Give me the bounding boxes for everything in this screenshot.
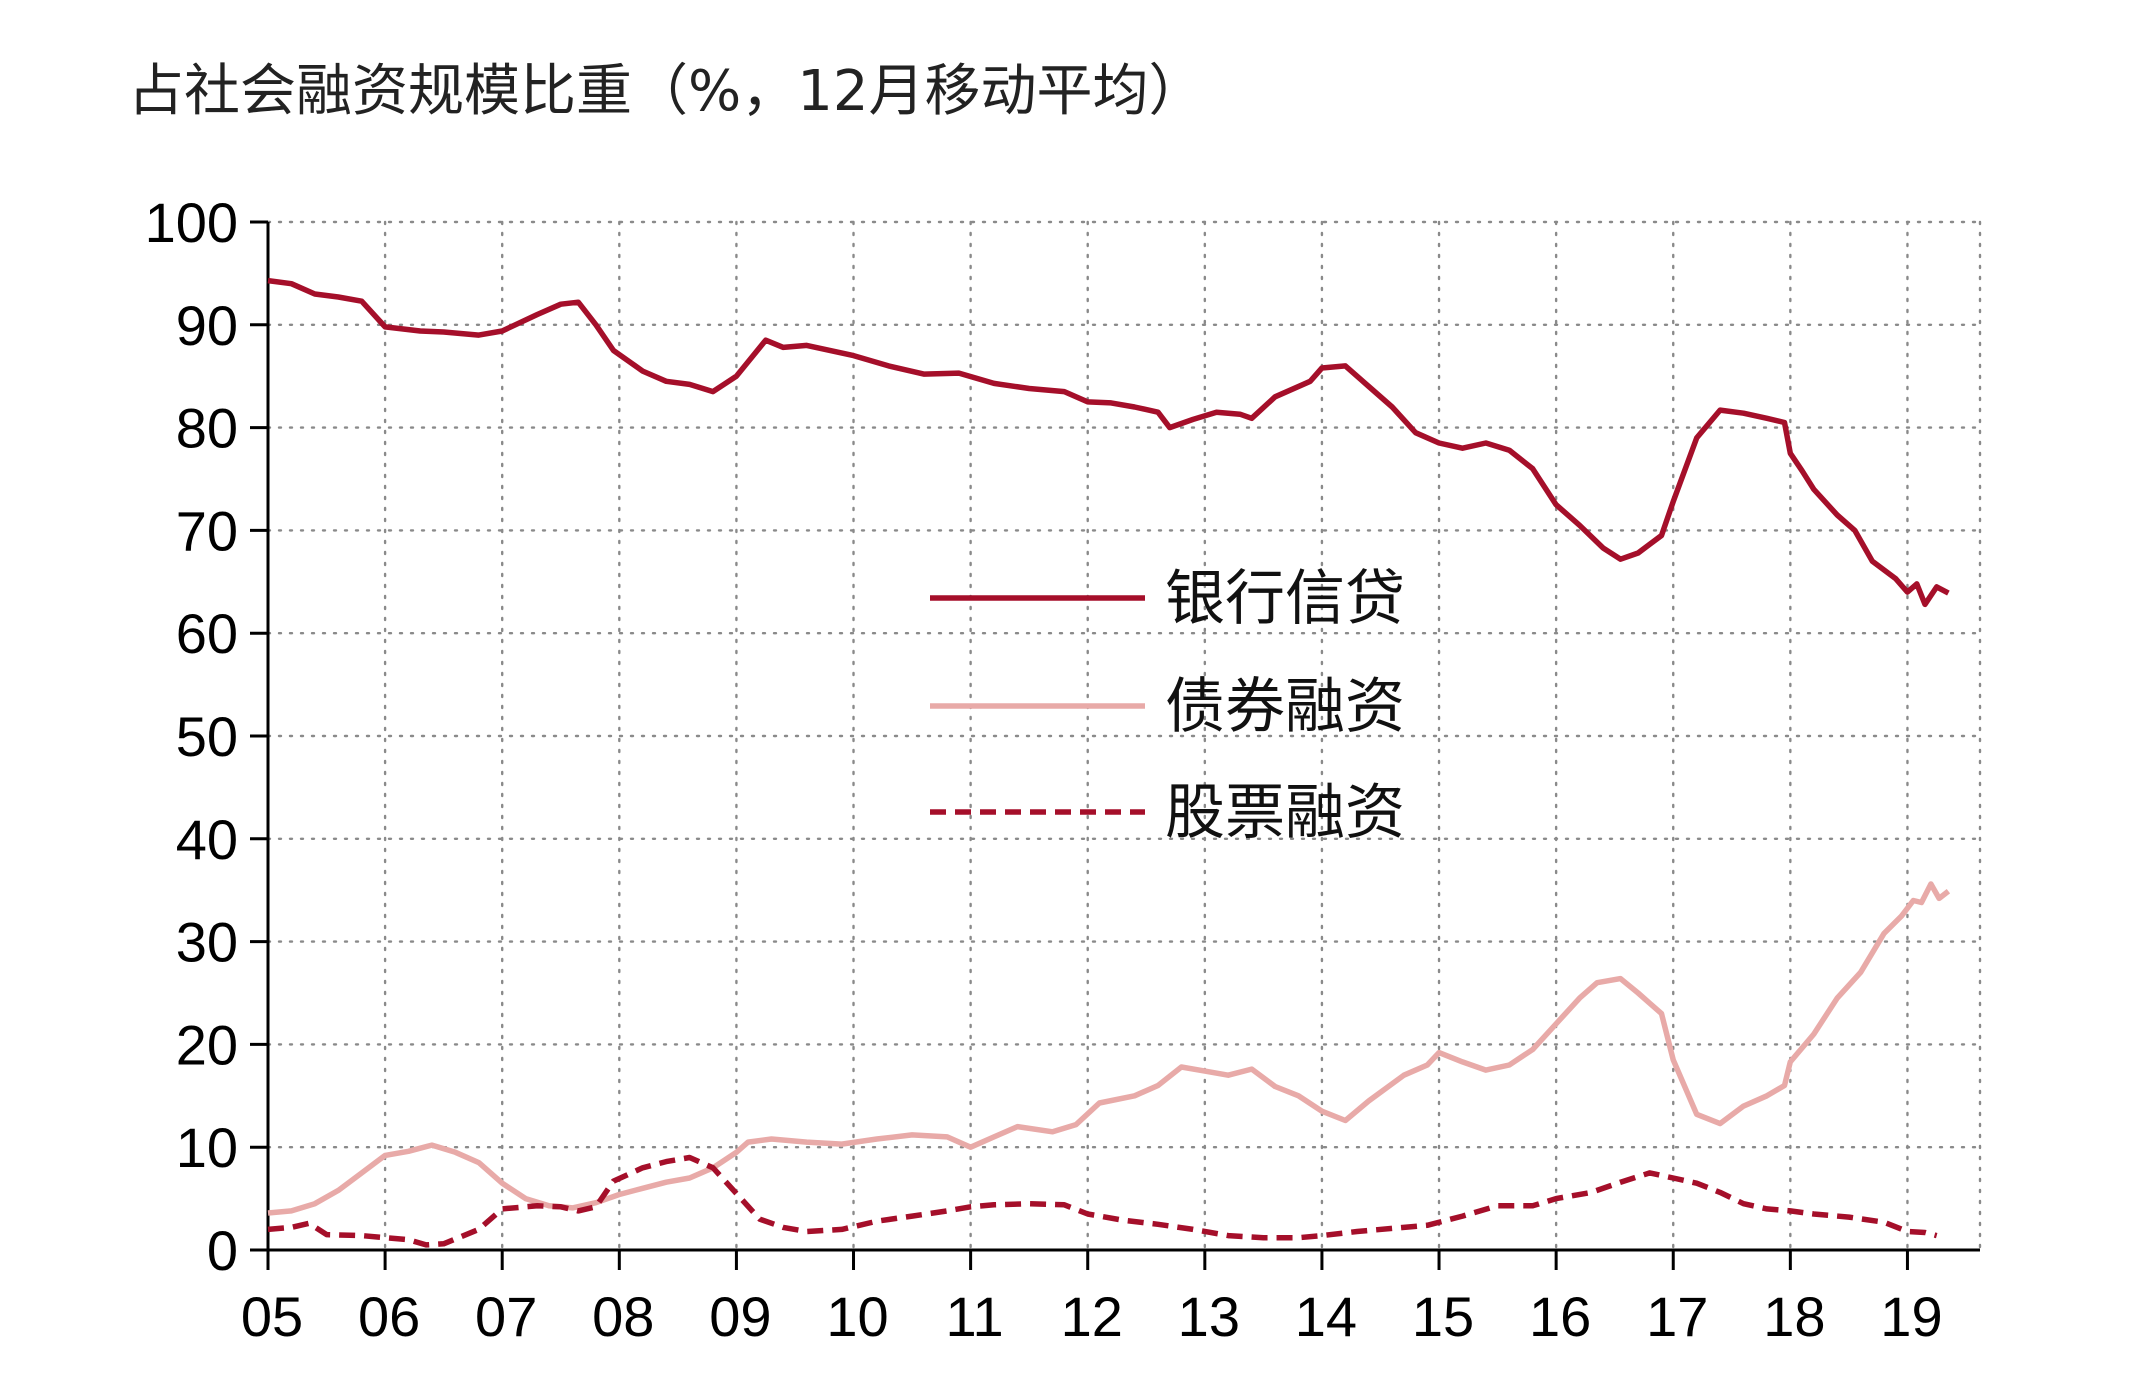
y-tick-label: 20 [176,1013,238,1076]
x-tick-label: 14 [1295,1285,1357,1348]
x-tick-label: 07 [475,1285,537,1348]
x-tick-label: 18 [1763,1285,1825,1348]
legend-label-1: 银行信贷 [1165,564,1405,634]
y-tick-label: 40 [176,808,238,871]
y-tick-label: 70 [176,499,238,562]
x-tick-label: 16 [1529,1285,1591,1348]
y-tick-label: 90 [176,294,238,357]
x-tick-label: 08 [592,1285,654,1348]
y-tick-label: 80 [176,397,238,460]
series-line-3 [267,1154,1938,1248]
axis-layer: 0 10 20 30 40 50 60 70 80 90 100 05 06 07 08 09 10 11 12 13… [145,191,1980,1348]
legend-label-2: 债券融资 [1165,672,1405,742]
x-tick-label: 13 [1178,1285,1240,1348]
series-layer [267,277,1951,1248]
y-tick-label: 0 [207,1219,238,1282]
y-tick-label: 10 [176,1116,238,1179]
legend-label-3: 股票融资 [1165,778,1405,848]
grid-layer [266,220,1982,1252]
x-tick-label: 05 [241,1285,303,1348]
y-tick-label: 50 [176,705,238,768]
x-tick-label: 15 [1412,1285,1474,1348]
y-tick-label: 100 [145,191,238,254]
x-tick-label: 11 [946,1285,1004,1348]
chart-title: 占社会融资规模比重（%，12月移动平均） [128,59,1205,124]
x-tick-label: 09 [709,1285,771,1348]
series-line-1 [267,277,1950,608]
y-tick-label: 30 [176,911,238,974]
y-tick-label: 60 [176,602,238,665]
x-tick-label: 12 [1061,1285,1123,1348]
x-tick-label: 19 [1880,1285,1942,1348]
x-tick-label: 10 [826,1285,888,1348]
x-tick-label: 17 [1646,1285,1708,1348]
series-line-2 [267,881,1951,1216]
x-tick-label: 06 [358,1285,420,1348]
